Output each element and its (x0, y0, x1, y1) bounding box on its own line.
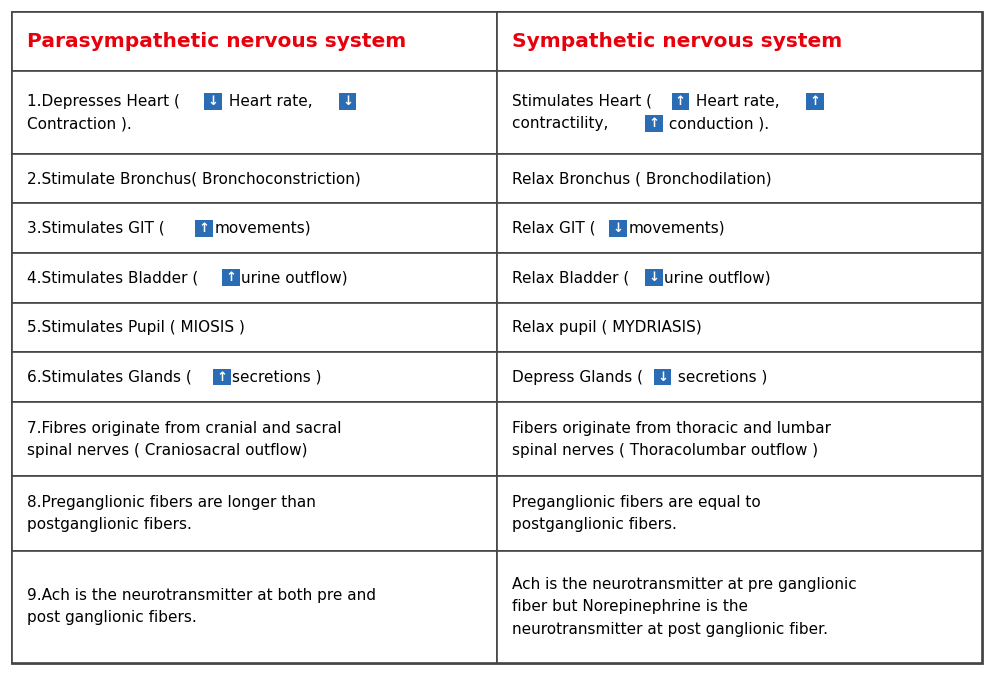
Text: 2.Stimulate Bronchus( Bronchoconstriction): 2.Stimulate Bronchus( Bronchoconstrictio… (27, 171, 361, 186)
Text: secretions ): secretions ) (233, 370, 322, 385)
Text: Relax Bronchus ( Bronchodilation): Relax Bronchus ( Bronchodilation) (512, 171, 771, 186)
Text: ↑: ↑ (675, 95, 686, 108)
Text: Heart rate,: Heart rate, (224, 94, 317, 109)
Text: 1.Depresses Heart (: 1.Depresses Heart ( (27, 94, 185, 109)
Text: ↓: ↓ (612, 221, 623, 235)
Bar (222, 269, 240, 286)
Bar (204, 93, 222, 110)
Bar (497, 302, 982, 352)
Text: 4.Stimulates Bladder (: 4.Stimulates Bladder ( (27, 270, 198, 286)
Text: Depress Glands (: Depress Glands ( (512, 370, 643, 385)
Text: Fibers originate from thoracic and lumbar: Fibers originate from thoracic and lumba… (512, 421, 831, 435)
Text: Heart rate,: Heart rate, (691, 94, 784, 109)
Text: ↑: ↑ (199, 221, 210, 235)
Text: ↑: ↑ (217, 371, 228, 383)
Bar (12, 203, 497, 253)
Bar (12, 352, 497, 402)
Text: ↑: ↑ (809, 95, 820, 108)
Text: Sympathetic nervous system: Sympathetic nervous system (512, 32, 842, 51)
Text: postganglionic fibers.: postganglionic fibers. (512, 517, 677, 532)
Text: Parasympathetic nervous system: Parasympathetic nervous system (27, 32, 407, 51)
Text: ↑: ↑ (226, 271, 237, 284)
Bar (654, 369, 671, 385)
Bar (806, 93, 824, 110)
Text: 6.Stimulates Glands (: 6.Stimulates Glands ( (27, 370, 192, 385)
Text: 8.Preganglionic fibers are longer than: 8.Preganglionic fibers are longer than (27, 495, 316, 510)
Text: urine outflow): urine outflow) (242, 270, 348, 286)
Text: secretions ): secretions ) (673, 370, 767, 385)
Bar (12, 477, 497, 551)
Bar (497, 253, 982, 302)
Bar (497, 71, 982, 154)
Text: ↓: ↓ (208, 95, 219, 108)
Bar (12, 551, 497, 663)
Bar (12, 12, 497, 71)
Bar (497, 12, 982, 71)
Bar (12, 71, 497, 154)
Text: Ach is the neurotransmitter at pre ganglionic: Ach is the neurotransmitter at pre gangl… (512, 577, 857, 592)
Text: postganglionic fibers.: postganglionic fibers. (27, 517, 192, 532)
Text: contractility,: contractility, (512, 116, 613, 131)
Bar (497, 154, 982, 203)
Bar (645, 115, 663, 132)
Bar (497, 477, 982, 551)
Bar (339, 93, 357, 110)
Bar (196, 220, 213, 237)
Text: movements): movements) (215, 221, 311, 236)
Bar (12, 253, 497, 302)
Bar (12, 302, 497, 352)
Bar (497, 203, 982, 253)
Bar (497, 402, 982, 477)
Text: conduction ).: conduction ). (664, 116, 769, 131)
Bar (672, 93, 689, 110)
Text: 9.Ach is the neurotransmitter at both pre and: 9.Ach is the neurotransmitter at both pr… (27, 589, 376, 603)
Text: movements): movements) (629, 221, 726, 236)
Text: spinal nerves ( Craniosacral outflow): spinal nerves ( Craniosacral outflow) (27, 443, 307, 458)
Bar (609, 220, 627, 237)
Bar (645, 269, 663, 286)
Bar (12, 402, 497, 477)
Text: Stimulates Heart (: Stimulates Heart ( (512, 94, 652, 109)
Text: Relax GIT (: Relax GIT ( (512, 221, 595, 236)
Text: urine outflow): urine outflow) (664, 270, 771, 286)
Text: fiber but Norepinephrine is the: fiber but Norepinephrine is the (512, 599, 748, 614)
Bar (12, 154, 497, 203)
Text: Preganglionic fibers are equal to: Preganglionic fibers are equal to (512, 495, 760, 510)
Bar (497, 352, 982, 402)
Text: Relax Bladder (: Relax Bladder ( (512, 270, 629, 286)
Bar (213, 369, 231, 385)
Text: ↓: ↓ (648, 271, 659, 284)
Text: neurotransmitter at post ganglionic fiber.: neurotransmitter at post ganglionic fibe… (512, 622, 828, 637)
Text: ↓: ↓ (342, 95, 353, 108)
Bar (497, 551, 982, 663)
Text: ↑: ↑ (648, 117, 659, 130)
Text: 3.Stimulates GIT (: 3.Stimulates GIT ( (27, 221, 170, 236)
Text: Relax pupil ( MYDRIASIS): Relax pupil ( MYDRIASIS) (512, 320, 702, 335)
Text: ↓: ↓ (657, 371, 668, 383)
Text: 5.Stimulates Pupil ( MIOSIS ): 5.Stimulates Pupil ( MIOSIS ) (27, 320, 245, 335)
Text: Contraction ).: Contraction ). (27, 116, 132, 131)
Text: 7.Fibres originate from cranial and sacral: 7.Fibres originate from cranial and sacr… (27, 421, 342, 435)
Text: spinal nerves ( Thoracolumbar outflow ): spinal nerves ( Thoracolumbar outflow ) (512, 443, 818, 458)
Text: post ganglionic fibers.: post ganglionic fibers. (27, 610, 197, 626)
